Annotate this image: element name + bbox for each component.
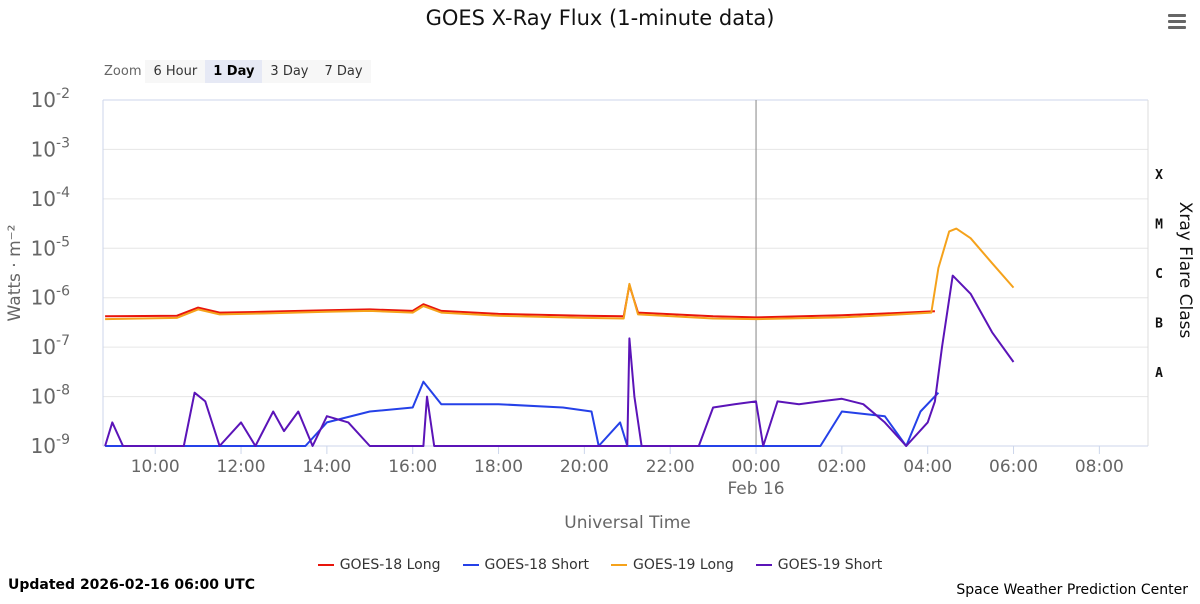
x-tick-label: 04:00 <box>903 457 952 477</box>
y-tick-label: 10-5 <box>31 234 70 260</box>
series-line-goes-18-long <box>105 284 935 319</box>
source-credit: Space Weather Prediction Center <box>956 582 1188 598</box>
legend-label: GOES-19 Long <box>633 557 734 573</box>
y-tick-label: 10-3 <box>31 135 70 161</box>
x-tick-label: 02:00 <box>817 457 866 477</box>
zoom-controls: Zoom 6 Hour 1 Day 3 Day 7 Day <box>104 60 371 83</box>
chart-title: GOES X-Ray Flux (1-minute data) <box>425 6 775 30</box>
legend-item-goes19-short[interactable]: GOES-19 Short <box>755 557 883 573</box>
series-line-goes-19-long <box>105 227 1015 321</box>
x-tick-label: 06:00 <box>989 457 1038 477</box>
x-tick-label: 10:00 <box>131 457 180 477</box>
legend-label: GOES-18 Short <box>484 557 590 573</box>
y-tick-label: 10-7 <box>31 333 70 359</box>
x-tick-label: 14:00 <box>302 457 351 477</box>
hamburger-menu-icon[interactable] <box>1168 14 1186 32</box>
flare-class-label: C <box>1155 267 1163 282</box>
y-tick-label: 10-2 <box>31 86 70 112</box>
legend-item-goes18-long[interactable]: GOES-18 Long <box>317 557 441 573</box>
flare-class-label: B <box>1155 316 1163 331</box>
x-tick-label: 12:00 <box>217 457 266 477</box>
legend-label: GOES-18 Long <box>339 557 441 573</box>
zoom-7-day-button[interactable]: 7 Day <box>316 60 371 83</box>
zoom-6-hour-button[interactable]: 6 Hour <box>145 60 206 83</box>
series-line-goes-18-short <box>105 380 940 447</box>
legend-item-goes18-short[interactable]: GOES-18 Short <box>462 557 590 573</box>
series-line-goes-19-short <box>104 274 1015 447</box>
zoom-3-day-button[interactable]: 3 Day <box>262 60 317 83</box>
x-tick-label: 18:00 <box>474 457 523 477</box>
x-tick-label: 16:00 <box>388 457 437 477</box>
flare-class-label: M <box>1155 218 1163 233</box>
legend: GOES-18 Long GOES-18 Short GOES-19 Long … <box>0 557 1200 573</box>
flare-class-label: X <box>1155 168 1163 183</box>
legend-item-goes19-long[interactable]: GOES-19 Long <box>611 557 734 573</box>
y-axis-title: Watts · m⁻² <box>5 225 25 322</box>
y-tick-label: 10-8 <box>31 383 70 409</box>
x-tick-label: 08:00 <box>1075 457 1124 477</box>
flare-class-label: A <box>1155 366 1163 381</box>
x-tick-label: 22:00 <box>646 457 695 477</box>
zoom-label: Zoom <box>104 64 142 79</box>
y2-axis-title: Xray Flare Class <box>1175 202 1195 339</box>
y-tick-label: 10-4 <box>31 185 71 211</box>
x-tick-label: 00:00 <box>732 457 781 477</box>
x-axis-title: Universal Time <box>564 513 690 533</box>
zoom-1-day-button[interactable]: 1 Day <box>205 60 263 83</box>
y-tick-label: 10-6 <box>31 284 71 310</box>
x-tick-label: 20:00 <box>560 457 609 477</box>
date-label: Feb 16 <box>727 479 784 499</box>
updated-timestamp: Updated 2026-02-16 06:00 UTC <box>8 577 255 593</box>
y-tick-label: 10-9 <box>31 432 70 458</box>
legend-label: GOES-19 Short <box>777 557 883 573</box>
